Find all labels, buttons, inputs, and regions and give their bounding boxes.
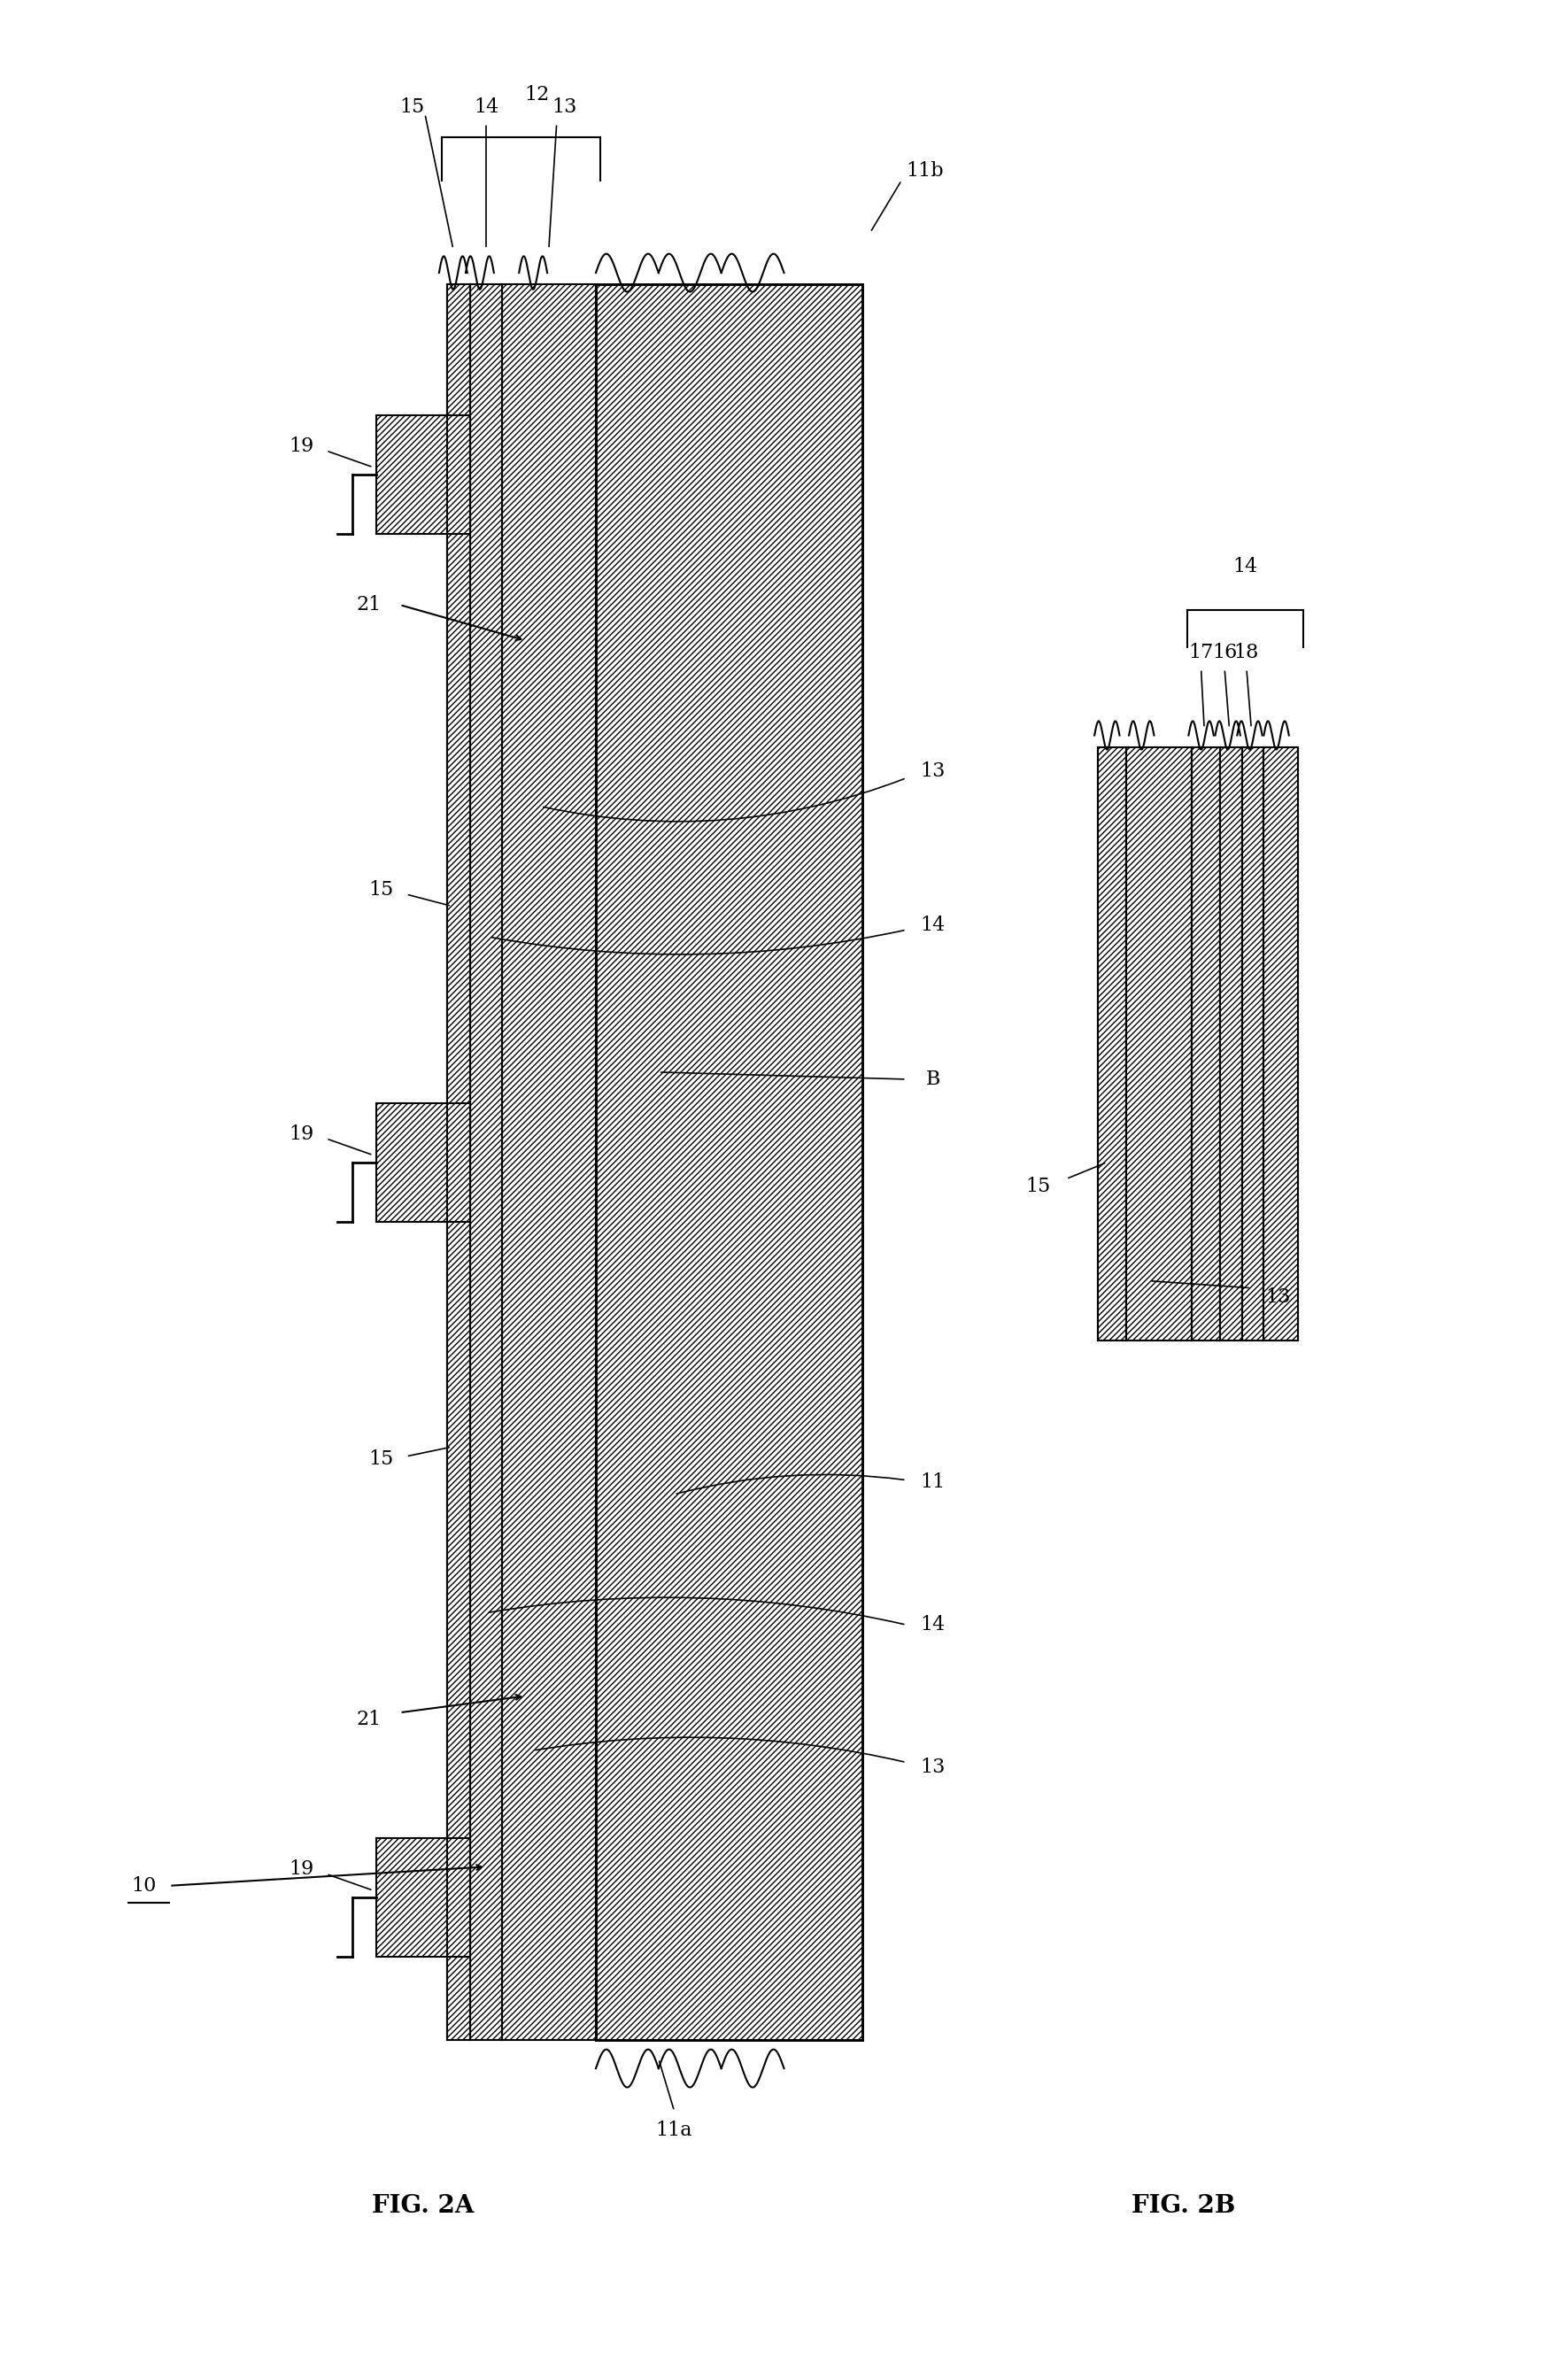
Text: 11a: 11a [655,2121,693,2140]
Bar [1220,747,1242,1340]
Text: 14: 14 [920,1615,946,1634]
Text: 13: 13 [920,761,946,780]
Bar [1098,747,1126,1340]
Text: 13: 13 [552,97,577,116]
Bar [502,285,596,2040]
Text: 18: 18 [1234,643,1259,662]
Text: FIG. 2B: FIG. 2B [1132,2194,1236,2218]
Text: 21: 21 [356,595,381,614]
Text: 10: 10 [132,1876,157,1895]
Bar [470,285,502,2040]
Bar [1126,747,1192,1340]
Text: 13: 13 [920,1758,946,1777]
Text: 15: 15 [368,880,394,899]
Text: 15: 15 [400,97,425,116]
Bar [376,1838,470,1957]
Text: 19: 19 [289,1860,314,1879]
Text: 13: 13 [1265,1288,1290,1307]
Bar [1264,747,1298,1340]
Bar [1192,747,1220,1340]
Bar [1242,747,1264,1340]
Text: 15: 15 [368,1449,394,1468]
Bar [376,415,470,534]
Text: 14: 14 [1232,557,1258,576]
Bar [376,1103,470,1222]
Text: 14: 14 [920,916,946,935]
Text: 15: 15 [1025,1177,1051,1195]
Text: 17: 17 [1189,643,1214,662]
Text: 16: 16 [1212,643,1237,662]
Text: 14: 14 [474,97,499,116]
Text: FIG. 2A: FIG. 2A [372,2194,475,2218]
Text: B: B [925,1070,941,1089]
Text: 21: 21 [356,1710,381,1729]
Text: 19: 19 [289,1124,314,1143]
Text: 19: 19 [289,436,314,455]
Bar [596,285,862,2040]
Text: 11b: 11b [906,161,944,180]
Text: 11: 11 [920,1473,946,1492]
Bar [447,285,470,2040]
Text: 12: 12 [525,85,549,104]
